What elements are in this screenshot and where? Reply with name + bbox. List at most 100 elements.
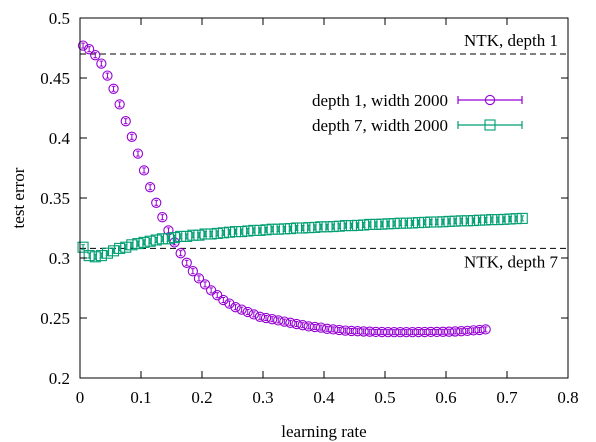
x-tick-label: 0.2 — [191, 388, 212, 407]
y-tick-label: 0.2 — [49, 369, 70, 388]
data-point-group — [480, 324, 491, 335]
data-point-group — [510, 213, 522, 225]
legend-entry: depth 7, width 2000 — [312, 116, 523, 135]
data-point — [492, 214, 504, 226]
data-point — [254, 224, 266, 236]
reference-lines: NTK, depth 1 NTK, depth 7 — [80, 31, 568, 271]
data-point-group — [419, 216, 431, 228]
data-point — [419, 216, 431, 228]
data-point — [437, 216, 449, 228]
data-point-group — [370, 218, 382, 230]
data-point — [193, 229, 205, 241]
data-point — [339, 220, 351, 232]
data-point — [345, 220, 358, 232]
data-point — [230, 226, 242, 238]
data-point-group — [108, 83, 119, 94]
data-point — [138, 165, 150, 176]
data-point — [144, 235, 156, 247]
series-layer — [77, 40, 528, 338]
data-point — [395, 327, 406, 338]
data-point-group — [248, 224, 260, 236]
data-point-group — [461, 215, 473, 227]
x-tick-label: 0 — [76, 388, 85, 407]
data-point — [480, 214, 492, 226]
data-point-group — [431, 326, 442, 338]
data-point — [364, 326, 375, 337]
data-point — [333, 220, 345, 232]
data-point-group — [400, 217, 412, 229]
data-point — [510, 213, 522, 225]
data-point — [376, 326, 388, 338]
data-point-group — [120, 116, 131, 127]
data-point-group — [181, 257, 192, 268]
data-point — [83, 250, 95, 262]
data-point-group — [340, 325, 351, 336]
data-point-group — [230, 226, 242, 238]
data-point — [443, 215, 455, 227]
data-point-group — [412, 217, 425, 229]
data-point-group — [101, 247, 113, 259]
data-point — [449, 326, 461, 337]
data-point — [315, 322, 327, 333]
data-point — [96, 58, 107, 69]
data-point — [132, 148, 144, 159]
data-point-group — [309, 321, 320, 333]
data-point-group — [504, 213, 516, 225]
data-point — [223, 226, 235, 238]
data-point-group — [102, 70, 113, 81]
data-point-group — [474, 324, 485, 336]
data-point — [412, 217, 425, 229]
data-point-group — [211, 227, 223, 239]
data-point — [388, 327, 400, 338]
data-point — [126, 131, 138, 142]
data-point-group — [370, 326, 381, 338]
data-point-group — [273, 315, 284, 326]
data-point-group — [498, 213, 510, 225]
data-point — [84, 44, 95, 55]
data-point-group — [455, 215, 467, 227]
data-point — [388, 218, 400, 230]
data-point — [394, 217, 406, 229]
data-point — [297, 320, 308, 331]
data-point-group — [431, 216, 443, 228]
data-point — [297, 222, 309, 234]
data-point-group — [138, 165, 150, 176]
data-point — [358, 219, 370, 231]
data-point — [431, 326, 442, 338]
data-point — [346, 325, 357, 337]
data-point-group — [114, 242, 126, 254]
data-point-group — [376, 326, 388, 338]
data-point — [120, 116, 131, 127]
data-point-group — [236, 226, 248, 238]
data-point — [144, 182, 156, 193]
data-point-group — [254, 224, 266, 236]
data-point-group — [382, 218, 394, 230]
data-point — [327, 324, 339, 335]
data-point-group — [443, 326, 455, 337]
data-point-group — [187, 266, 198, 277]
axis-ticks: 0 0.1 0.2 0.3 0.4 0.5 0.6 0.7 0.8 0.2 0.25 0.3 0.35 0… — [40, 9, 578, 407]
data-point — [285, 317, 296, 328]
data-point-group — [157, 212, 168, 223]
data-point — [480, 324, 491, 335]
data-point — [516, 212, 528, 224]
data-point-group — [351, 219, 364, 231]
data-point — [102, 70, 113, 81]
data-point-group — [358, 219, 370, 231]
x-axis-label: learning rate — [281, 422, 366, 441]
data-point-group — [456, 326, 467, 337]
data-point — [340, 325, 351, 336]
data-point-group — [303, 222, 315, 234]
y-tick-label: 0.3 — [49, 249, 70, 268]
data-point — [467, 215, 480, 227]
y-tick-label: 0.45 — [40, 69, 70, 88]
data-point — [187, 229, 199, 241]
data-point-group — [279, 316, 290, 327]
data-point — [370, 326, 381, 338]
data-point — [157, 212, 168, 223]
data-point-group — [108, 245, 120, 257]
data-point — [303, 321, 314, 332]
data-point-group — [254, 311, 266, 322]
data-point — [162, 233, 174, 245]
